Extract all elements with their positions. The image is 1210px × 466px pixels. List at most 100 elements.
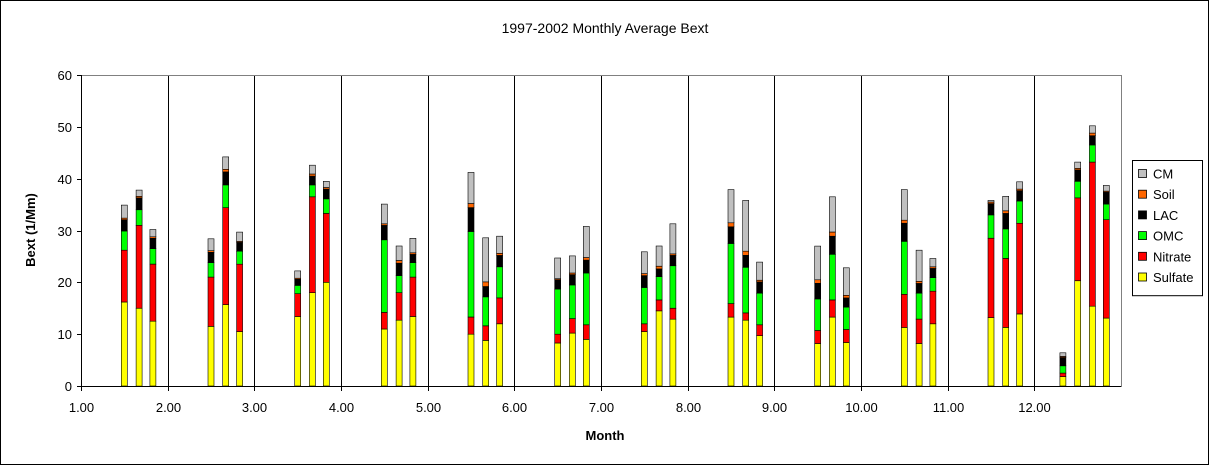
- grid-lines: [168, 75, 1035, 386]
- bar-segment: [727, 303, 735, 318]
- bar-segment: [842, 329, 850, 343]
- legend-swatch: [1138, 189, 1147, 199]
- bar-segment: [380, 203, 388, 225]
- bar-segment: [1016, 313, 1023, 387]
- bar-segment: [395, 245, 403, 261]
- bar-segment: [496, 297, 503, 325]
- x-tick-label: 11.00: [933, 400, 965, 415]
- y-tick-label: 20: [58, 275, 72, 290]
- y-tick-label: 10: [58, 327, 72, 342]
- bar-segment: [915, 249, 923, 282]
- bar-segment: [222, 171, 229, 186]
- bar-segment: [149, 263, 157, 322]
- bar-segment: [496, 235, 503, 254]
- bar-segment: [395, 292, 403, 321]
- bar-segment: [929, 277, 937, 292]
- bar-segment: [814, 245, 822, 281]
- bar-segment: [554, 279, 562, 290]
- bar-segment: [236, 250, 243, 265]
- bar-segment: [900, 293, 908, 328]
- y-tick-label: 60: [58, 68, 72, 83]
- bar-segment: [569, 332, 576, 387]
- bar-segment: [222, 184, 229, 208]
- bar-segment: [294, 270, 302, 279]
- bar-segment: [814, 283, 822, 300]
- bar-segment: [482, 237, 490, 283]
- bar-segment: [655, 299, 663, 312]
- bar-segment: [1002, 228, 1010, 259]
- bar-segment: [756, 292, 763, 326]
- bar-segment: [727, 222, 735, 228]
- bar-segment: [467, 231, 475, 318]
- bar-segment: [900, 241, 908, 295]
- bar-segment: [294, 316, 302, 387]
- bar-segment: [236, 231, 243, 242]
- bar-segment: [467, 172, 475, 204]
- bar-segment: [309, 184, 316, 198]
- x-tick-label: 9.00: [762, 400, 787, 415]
- y-tick-label: 50: [58, 120, 72, 135]
- bar-segment: [1002, 196, 1010, 212]
- legend-swatch: [1138, 231, 1147, 241]
- bar-segment: [554, 288, 562, 335]
- bar-segment: [309, 164, 316, 175]
- bar-segment: [669, 255, 677, 267]
- x-tick-label: 1.00: [69, 400, 94, 415]
- bar-segment: [222, 169, 229, 173]
- x-tick-label: 10.00: [845, 400, 878, 415]
- bar-segment: [467, 203, 475, 208]
- bar-segment: [236, 331, 243, 387]
- bar-segment: [842, 306, 850, 330]
- bar-segment: [1002, 210, 1010, 214]
- bar-segment: [380, 312, 388, 330]
- y-axis-label: Bext (1/Mm): [23, 193, 38, 267]
- bar-segment: [409, 316, 417, 387]
- bar-segment: [640, 331, 648, 387]
- bar-segment: [1002, 327, 1010, 387]
- bar-segment: [121, 249, 128, 303]
- bar-segment: [322, 281, 330, 387]
- bar-segment: [121, 301, 128, 387]
- bar-segment: [829, 254, 836, 301]
- bar-segment: [322, 213, 330, 283]
- bar-segment: [727, 243, 735, 304]
- bar-segment: [1103, 185, 1110, 192]
- bar-segment: [380, 328, 388, 387]
- bar-segment: [582, 272, 590, 326]
- bar-segment: [669, 265, 677, 309]
- legend-label: OMC: [1153, 229, 1183, 244]
- bar-segment: [409, 254, 417, 263]
- bar-segment: [482, 325, 490, 341]
- bar-segment: [309, 173, 316, 177]
- bar-segment: [569, 274, 576, 286]
- bar-segment: [236, 242, 243, 252]
- bar-segment: [496, 266, 503, 299]
- bar-segment: [900, 222, 908, 242]
- bar-segment: [395, 319, 403, 387]
- bar-segment: [987, 200, 995, 203]
- bar-segment: [322, 181, 330, 188]
- bar-segment: [294, 293, 302, 317]
- legend-label: LAC: [1153, 208, 1178, 223]
- bar-segment: [1059, 357, 1067, 367]
- bar-segment: [207, 252, 215, 264]
- bar-segment: [582, 339, 590, 387]
- bar-segment: [467, 316, 475, 335]
- bar-segment: [135, 197, 143, 211]
- bar-segment: [1074, 181, 1081, 199]
- bar-segment: [135, 307, 143, 387]
- bar-segment: [1103, 219, 1110, 319]
- bar-segment: [669, 307, 677, 320]
- bar-segment: [756, 261, 763, 281]
- bar-segment: [900, 327, 908, 387]
- bar-segment: [842, 342, 850, 387]
- bar-segment: [207, 238, 215, 252]
- bar-segment: [1074, 280, 1081, 387]
- bar-segment: [1002, 213, 1010, 230]
- bar-segment: [742, 200, 750, 252]
- bar-segment: [1074, 169, 1081, 182]
- bar-segment: [814, 330, 822, 344]
- bar-segment: [987, 317, 995, 387]
- bar-segment: [135, 225, 143, 309]
